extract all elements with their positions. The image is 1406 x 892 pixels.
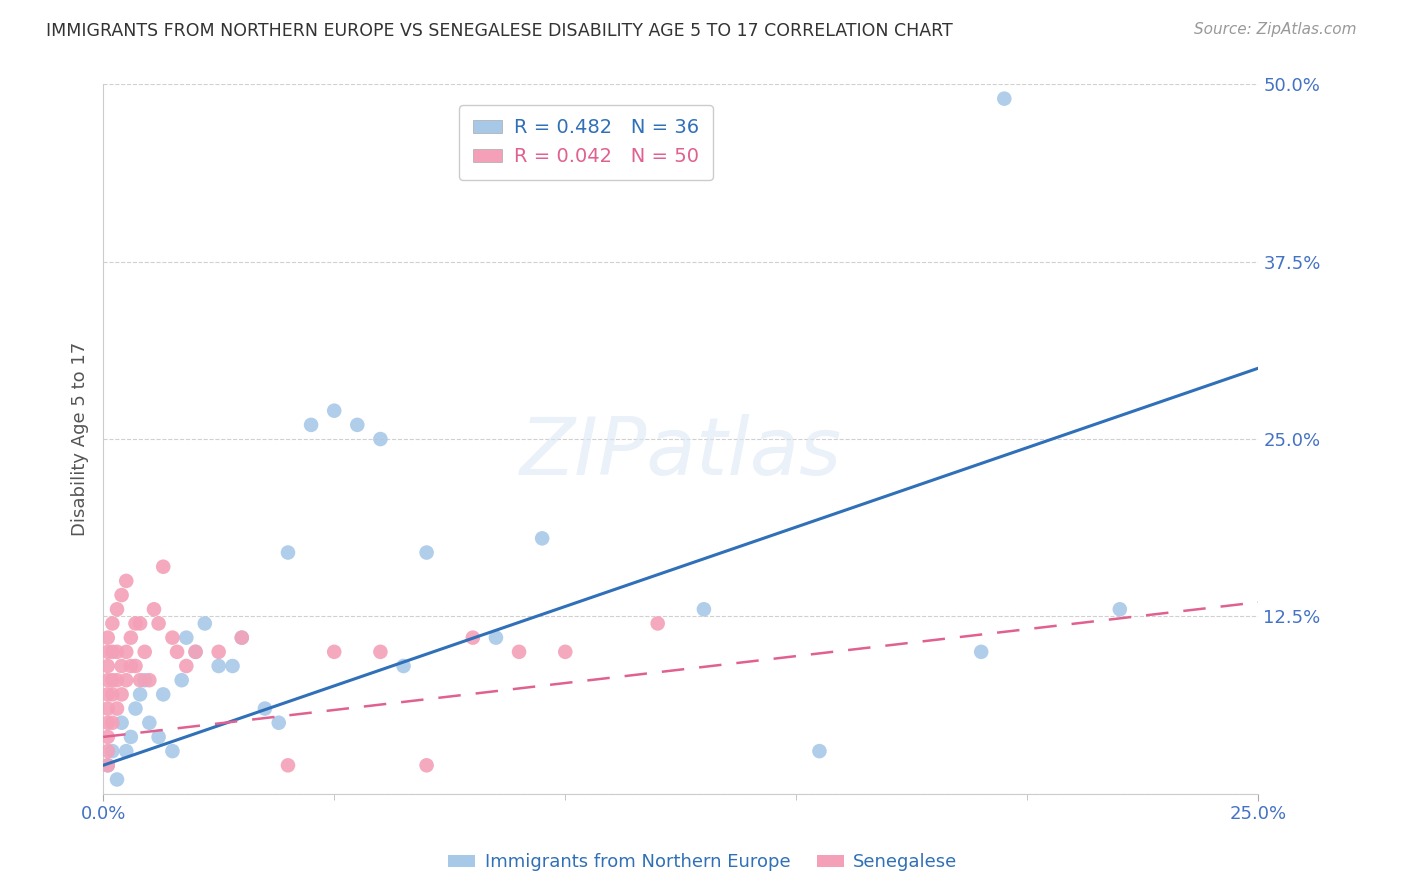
Point — [97, 701, 120, 715]
Point — [208, 645, 231, 659]
Y-axis label: Disability Age 5 to 17: Disability Age 5 to 17 — [72, 342, 89, 536]
Text: ZIPatlas: ZIPatlas — [520, 414, 842, 492]
Point — [101, 744, 124, 758]
Point — [277, 545, 299, 559]
Point — [184, 645, 207, 659]
Point — [105, 673, 128, 688]
Point — [129, 673, 152, 688]
Point — [97, 673, 120, 688]
Point — [221, 659, 243, 673]
Point — [415, 545, 437, 559]
Point — [115, 744, 138, 758]
Point — [97, 758, 120, 772]
Point — [554, 645, 576, 659]
Point — [97, 758, 120, 772]
Point — [101, 687, 124, 701]
Point — [138, 673, 160, 688]
Point — [370, 645, 392, 659]
Point — [253, 701, 276, 715]
Point — [115, 645, 138, 659]
Point — [194, 616, 217, 631]
Point — [231, 631, 253, 645]
Point — [277, 758, 299, 772]
Point — [97, 715, 120, 730]
Point — [138, 715, 160, 730]
Point — [97, 687, 120, 701]
Point — [110, 715, 132, 730]
Point — [647, 616, 669, 631]
Point — [461, 631, 484, 645]
Point — [392, 659, 415, 673]
Point — [124, 701, 146, 715]
Point — [120, 730, 142, 744]
Point — [101, 715, 124, 730]
Point — [101, 673, 124, 688]
Point — [134, 645, 156, 659]
Point — [110, 659, 132, 673]
Point — [110, 588, 132, 602]
Point — [970, 645, 993, 659]
Point — [370, 432, 392, 446]
Point — [184, 645, 207, 659]
Point — [110, 687, 132, 701]
Point — [115, 574, 138, 588]
Point — [101, 645, 124, 659]
Point — [97, 744, 120, 758]
Point — [105, 645, 128, 659]
Point — [148, 730, 170, 744]
Point — [105, 701, 128, 715]
Text: Source: ZipAtlas.com: Source: ZipAtlas.com — [1194, 22, 1357, 37]
Point — [231, 631, 253, 645]
Point — [152, 559, 174, 574]
Point — [299, 417, 322, 432]
Point — [208, 659, 231, 673]
Point — [531, 532, 554, 546]
Point — [105, 772, 128, 787]
Point — [124, 616, 146, 631]
Point — [485, 631, 508, 645]
Point — [120, 631, 142, 645]
Point — [346, 417, 368, 432]
Legend: Immigrants from Northern Europe, Senegalese: Immigrants from Northern Europe, Senegal… — [441, 847, 965, 879]
Point — [166, 645, 188, 659]
Point — [105, 602, 128, 616]
Point — [97, 730, 120, 744]
Point — [993, 92, 1015, 106]
Point — [170, 673, 193, 688]
Point — [129, 687, 152, 701]
Point — [97, 631, 120, 645]
Point — [162, 631, 184, 645]
Point — [176, 631, 198, 645]
Point — [152, 687, 174, 701]
Point — [120, 659, 142, 673]
Point — [148, 616, 170, 631]
Point — [323, 403, 346, 417]
Point — [124, 659, 146, 673]
Point — [134, 673, 156, 688]
Point — [129, 616, 152, 631]
Text: IMMIGRANTS FROM NORTHERN EUROPE VS SENEGALESE DISABILITY AGE 5 TO 17 CORRELATION: IMMIGRANTS FROM NORTHERN EUROPE VS SENEG… — [46, 22, 953, 40]
Point — [693, 602, 716, 616]
Point — [808, 744, 831, 758]
Point — [97, 659, 120, 673]
Point — [415, 758, 437, 772]
Legend: R = 0.482   N = 36, R = 0.042   N = 50: R = 0.482 N = 36, R = 0.042 N = 50 — [460, 104, 713, 180]
Point — [143, 602, 166, 616]
Point — [323, 645, 346, 659]
Point — [508, 645, 530, 659]
Point — [162, 744, 184, 758]
Point — [267, 715, 290, 730]
Point — [176, 659, 198, 673]
Point — [97, 645, 120, 659]
Point — [101, 616, 124, 631]
Point — [115, 673, 138, 688]
Point — [1108, 602, 1130, 616]
